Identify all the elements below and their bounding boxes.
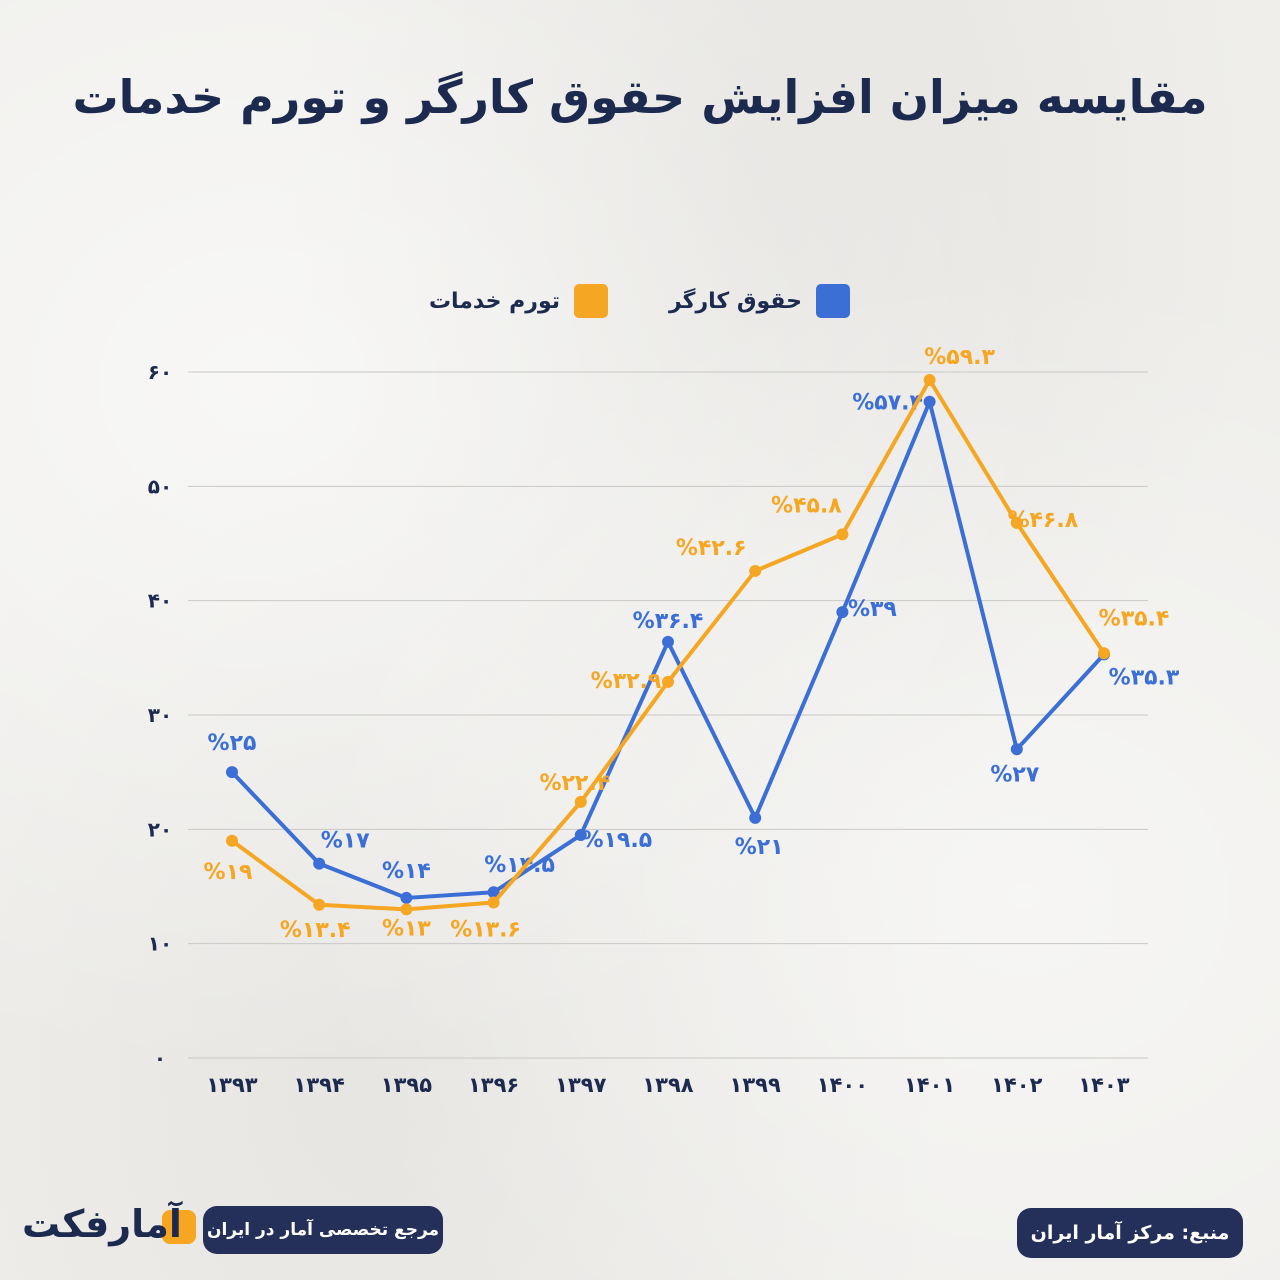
y-tick-label: ۰ (154, 1046, 166, 1070)
inflation-data-label: %۴۲.۶ (676, 536, 747, 561)
inflation-data-label: %۴۵.۸ (771, 493, 842, 518)
wage-line (230, 399, 1106, 900)
inflation-data-label: %۲۲.۴ (539, 771, 610, 796)
brand-logo: آمارفکت (22, 1196, 202, 1266)
x-tick-label: ۱۴۰۱ (904, 1073, 955, 1097)
wage-point (313, 857, 326, 870)
wage-data-label: %۲۱ (735, 835, 784, 860)
inflation-data-label: %۱۹ (204, 860, 253, 885)
legend-label-inflation: تورم خدمات (428, 288, 560, 314)
logo-mark-icon (162, 1210, 196, 1244)
y-tick-label: ۳۰ (148, 703, 172, 727)
inflation-data-label: %۴۶.۸ (1007, 508, 1078, 533)
wage-point (1010, 743, 1023, 756)
inflation-data-label: %۱۳.۴ (280, 918, 351, 943)
wage-point (487, 886, 500, 899)
wage-point (749, 811, 762, 824)
y-tick-label: ۵۰ (148, 474, 172, 498)
wage-data-label: %۳۵.۳ (1109, 665, 1180, 690)
wage-point (574, 829, 587, 842)
logo-text: آمارفکت (22, 1202, 183, 1246)
inflation-point (574, 795, 587, 808)
inflation-point (1010, 516, 1023, 529)
x-tick-label: ۱۴۰۲ (991, 1073, 1042, 1097)
wage-point (923, 395, 936, 408)
wage-data-label: %۱۴ (382, 859, 431, 884)
y-tick-label: ۲۰ (148, 817, 172, 841)
wage-point (400, 891, 413, 904)
inflation-point (662, 675, 674, 688)
page-title: مقایسه میزان افزایش حقوق کارگر و تورم خد… (72, 70, 1208, 124)
inflation-point (749, 564, 762, 577)
x-tick-label: ۱۳۹۸ (642, 1073, 693, 1097)
wage-point (226, 766, 238, 779)
y-tick-label: ۶۰ (148, 360, 172, 384)
inflation-point (836, 528, 849, 541)
wage-data-label: %۱۷ (321, 829, 370, 854)
legend-label-wage: حقوق کارگر (668, 288, 802, 314)
inflation-data-label: %۱۳.۶ (450, 918, 521, 943)
inflation-point (487, 896, 500, 909)
x-tick-label: ۱۳۹۹ (730, 1073, 781, 1097)
tagline-badge: مرجع تخصصی آمار در ایران (203, 1206, 443, 1254)
inflation-point (1098, 647, 1110, 660)
inflation-data-label: %۳۵.۴ (1099, 606, 1170, 631)
x-tick-label: ۱۳۹۵ (381, 1073, 432, 1097)
wage-data-label: %۲۵ (208, 731, 257, 756)
legend-swatch-inflation (574, 284, 608, 318)
wage-data-label: %۱۹.۵ (581, 828, 652, 853)
x-tick-label: ۱۳۹۶ (468, 1073, 519, 1097)
inflation-point (226, 834, 238, 847)
y-tick-label: ۴۰ (148, 589, 172, 613)
chart-legend: حقوق کارگر تورم خدمات (420, 284, 850, 328)
inflation-point (400, 903, 413, 916)
x-tick-label: ۱۳۹۴ (294, 1073, 345, 1097)
x-tick-label: ۱۳۹۳ (206, 1073, 257, 1097)
x-tick-label: ۱۴۰۳ (1078, 1073, 1129, 1097)
legend-item-wage: حقوق کارگر (669, 284, 850, 318)
inflation-data-label: %۱۳ (382, 916, 431, 941)
inflation-point (923, 374, 936, 387)
x-tick-label: ۱۴۰۰ (817, 1073, 868, 1097)
wage-data-label: %۳۹ (848, 597, 897, 622)
y-tick-label: ۱۰ (148, 932, 172, 956)
wage-data-label: %۲۷ (990, 762, 1039, 787)
legend-swatch-wage (816, 284, 850, 318)
legend-item-inflation: تورم خدمات (429, 284, 608, 318)
wage-data-label: %۳۶.۴ (633, 609, 704, 634)
inflation-data-label: %۳۲.۹ (591, 669, 662, 694)
wage-point (662, 635, 674, 648)
inflation-data-label: %۵۹.۳ (924, 345, 995, 370)
x-tick-label: ۱۳۹۷ (555, 1073, 606, 1097)
wage-point (836, 606, 849, 619)
inflation-point (313, 898, 326, 911)
source-badge: منبع: مرکز آمار ایران (1017, 1208, 1243, 1258)
